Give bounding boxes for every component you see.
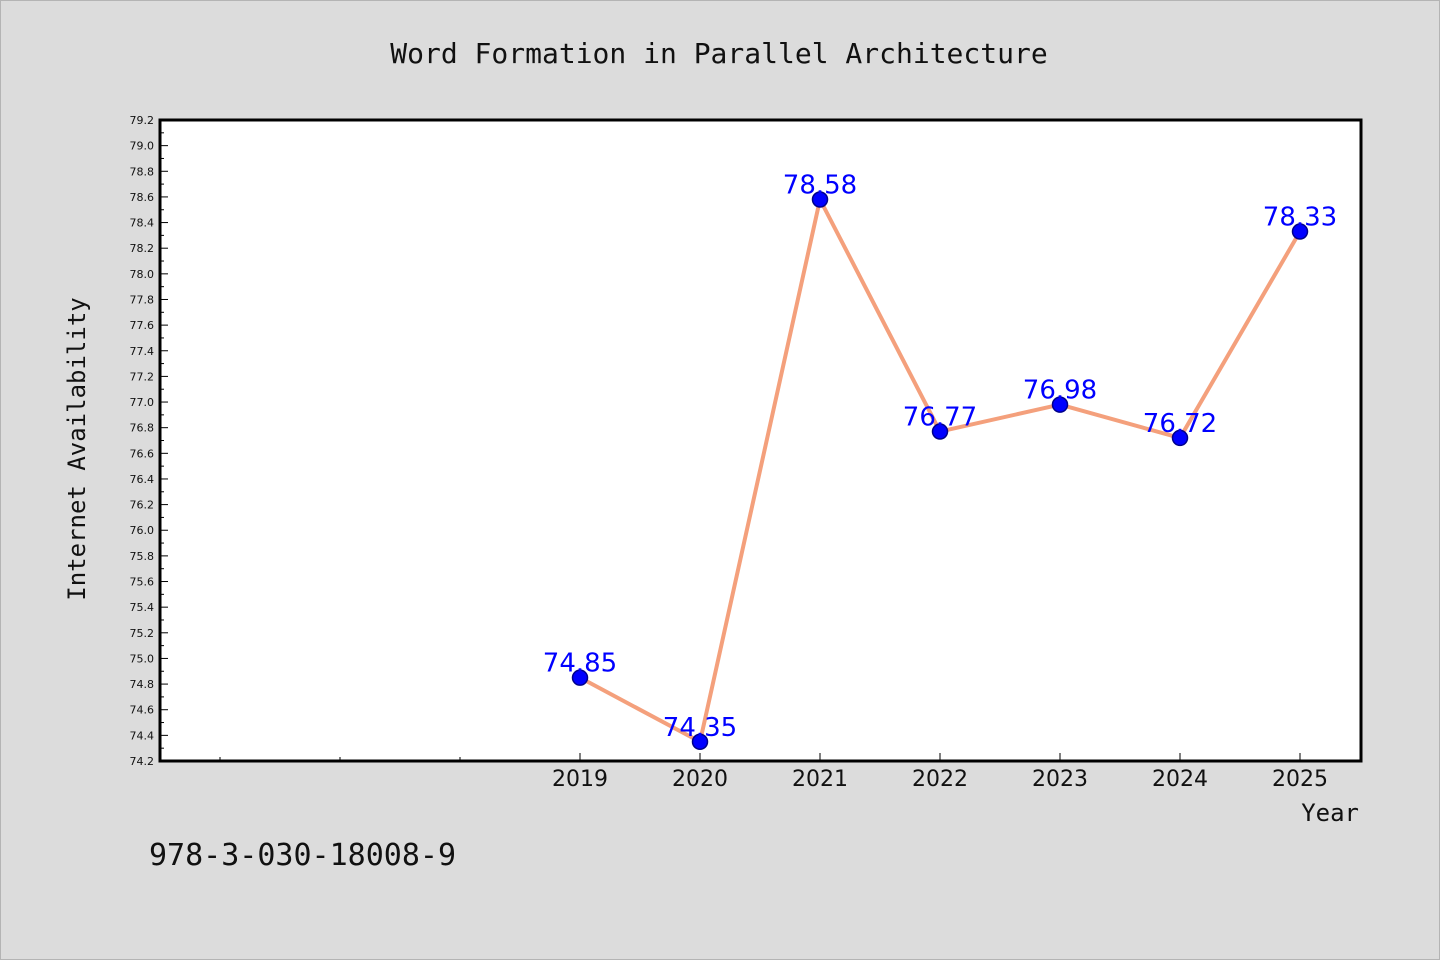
data-label: 78.58 [783,170,857,200]
x-axis-label: Year [1301,799,1359,827]
y-tick-label: 76.2 [130,499,155,512]
x-tick-label: 2025 [1272,767,1328,792]
y-tick-label: 74.8 [130,678,155,691]
y-tick-label: 75.4 [130,601,155,614]
y-tick-label: 79.0 [130,140,155,153]
y-tick-label: 77.4 [130,345,155,358]
data-labels-group: 74.85 74.35 78.58 76.77 76.98 76.72 78.33 [543,170,1337,742]
y-tick-label: 74.4 [130,729,155,742]
data-point-marker [811,191,829,208]
x-tick-label: 2024 [1152,767,1208,792]
data-point-marker [1051,396,1069,413]
y-tick-label: 79.2 [130,114,155,127]
chart-title: Word Formation in Parallel Architecture [390,37,1047,70]
y-axis-label: Internet Availability [63,297,91,600]
x-tick-label: 2021 [792,767,848,792]
data-label: 76.77 [903,403,977,433]
y-tick-label: 74.2 [130,755,155,768]
series-markers-group [571,191,1309,751]
data-point-marker [691,733,709,751]
y-tick-label: 75.2 [130,627,155,640]
y-tick-label: 76.4 [130,473,155,486]
y-tick-label: 78.6 [130,191,155,204]
data-label: 74.35 [663,713,737,743]
y-tick-label: 75.6 [130,576,155,589]
x-tick-label: 2023 [1032,767,1088,792]
data-point-marker [1171,429,1189,447]
y-tick-label: 77.6 [130,319,155,332]
y-tick-label: 77.8 [130,293,155,306]
data-label: 76.98 [1023,376,1097,406]
data-label: 74.85 [543,649,617,679]
y-tick-label: 74.6 [130,704,155,717]
y-tick-label: 77.0 [130,396,155,409]
y-tick-label: 76.6 [130,447,155,460]
data-point-marker [931,423,949,440]
y-tick-label: 75.0 [130,652,155,665]
y-tick-label: 76.0 [130,524,155,537]
y-tick-label: 78.4 [130,217,155,230]
plot-area [158,118,1363,763]
y-tick-label: 76.8 [130,422,155,435]
data-label: 76.72 [1143,409,1217,439]
y-tick-label: 78.8 [130,165,155,178]
x-axis: 2019 2020 2021 2022 2023 2024 2025 [219,753,1328,792]
x-tick-label: 2019 [552,767,608,792]
footer-isbn-text: 978-3-030-18008-9 [149,838,456,873]
y-tick-label: 78.0 [130,268,155,281]
data-point-marker [571,669,589,686]
x-tick-label: 2020 [672,767,728,792]
y-tick-label: 75.8 [130,550,155,563]
x-tick-label: 2022 [912,767,968,792]
y-axis: 74.2 74.4 74.6 74.8 75.0 75.2 75.4 75.6 75.8 76.0… [130,114,168,768]
y-tick-label: 78.2 [130,242,155,255]
data-label: 78.33 [1263,203,1337,233]
data-point-marker [1291,223,1309,240]
y-tick-label: 77.2 [130,370,155,383]
